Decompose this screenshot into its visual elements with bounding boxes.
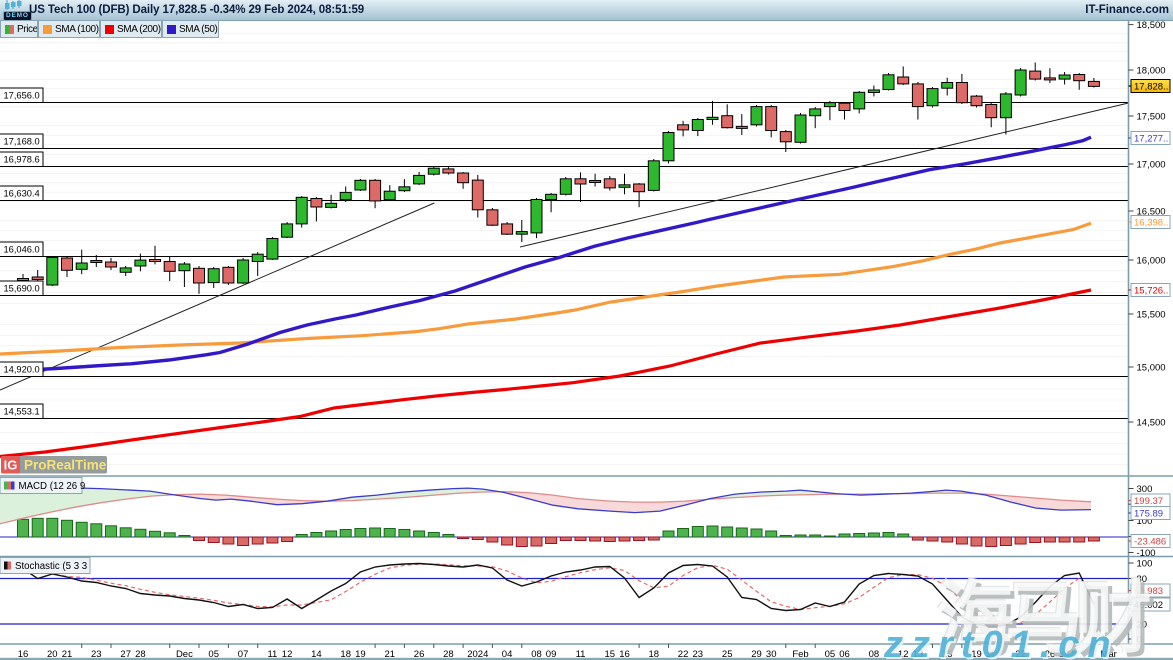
svg-text:07: 07 <box>238 649 249 660</box>
svg-text:ProRealTime: ProRealTime <box>24 458 107 473</box>
svg-text:22: 22 <box>678 649 689 660</box>
svg-text:21: 21 <box>385 649 396 660</box>
svg-text:15,500: 15,500 <box>1137 310 1166 321</box>
svg-text:12: 12 <box>282 649 293 660</box>
svg-text:100: 100 <box>1137 516 1153 527</box>
svg-text:05: 05 <box>825 649 836 660</box>
svg-text:23: 23 <box>693 649 704 660</box>
svg-text:30: 30 <box>766 649 777 660</box>
svg-text:-23.486: -23.486 <box>1134 537 1166 548</box>
svg-text:16,046.0: 16,046.0 <box>4 245 40 255</box>
svg-text:22: 22 <box>1015 649 1026 660</box>
svg-text:18,500: 18,500 <box>1137 20 1166 31</box>
svg-text:Mar: Mar <box>1100 649 1116 660</box>
svg-text:08: 08 <box>869 649 880 660</box>
svg-text:06: 06 <box>839 649 850 660</box>
svg-text:04: 04 <box>502 649 513 660</box>
svg-text:175.89: 175.89 <box>1134 509 1163 520</box>
svg-text:-100: -100 <box>1137 548 1156 559</box>
svg-text:17,168.0: 17,168.0 <box>4 137 40 147</box>
svg-text:Feb: Feb <box>792 649 808 660</box>
svg-text:14,920.0: 14,920.0 <box>4 365 40 375</box>
svg-text:2024: 2024 <box>467 649 488 660</box>
svg-text:15,726..: 15,726.. <box>1134 286 1168 297</box>
svg-text:IG: IG <box>4 458 18 473</box>
svg-text:28: 28 <box>443 649 454 660</box>
svg-text:16: 16 <box>619 649 630 660</box>
svg-text:12: 12 <box>898 649 909 660</box>
svg-text:25: 25 <box>722 649 733 660</box>
svg-text:27: 27 <box>1059 649 1070 660</box>
svg-text:17,000: 17,000 <box>1137 160 1166 171</box>
svg-text:100: 100 <box>1137 559 1153 570</box>
svg-text:21: 21 <box>62 649 73 660</box>
svg-text:16: 16 <box>18 649 29 660</box>
svg-text:63.983: 63.983 <box>1134 586 1163 597</box>
svg-text:20: 20 <box>47 649 58 660</box>
svg-text:16,500: 16,500 <box>1137 207 1166 218</box>
svg-text:Dec: Dec <box>176 649 193 660</box>
svg-text:18,000: 18,000 <box>1137 66 1166 77</box>
svg-text:14: 14 <box>311 649 322 660</box>
svg-text:MACD (12 26 9: MACD (12 26 9 <box>19 481 86 492</box>
svg-text:27: 27 <box>120 649 131 660</box>
svg-text:Stochastic (5 3 3: Stochastic (5 3 3 <box>15 561 87 572</box>
svg-text:18: 18 <box>340 649 351 660</box>
svg-text:23: 23 <box>91 649 102 660</box>
svg-text:26: 26 <box>414 649 425 660</box>
svg-text:09: 09 <box>546 649 557 660</box>
svg-text:80: 80 <box>1137 574 1148 585</box>
svg-text:13: 13 <box>913 649 924 660</box>
svg-text:15: 15 <box>605 649 616 660</box>
svg-text:16,978.6: 16,978.6 <box>4 155 40 165</box>
svg-text:15,690.0: 15,690.0 <box>4 284 40 294</box>
svg-text:16,000: 16,000 <box>1137 256 1166 267</box>
svg-text:17,277..: 17,277.. <box>1134 134 1168 145</box>
svg-text:300: 300 <box>1137 484 1153 495</box>
svg-text:17,656.0: 17,656.0 <box>4 91 40 101</box>
svg-text:11: 11 <box>576 649 586 660</box>
svg-text:17,500: 17,500 <box>1137 112 1166 123</box>
svg-text:16,398..: 16,398.. <box>1134 218 1168 229</box>
svg-text:20: 20 <box>986 649 997 660</box>
svg-text:14,500: 14,500 <box>1137 418 1166 429</box>
svg-text:20: 20 <box>1137 620 1148 631</box>
svg-text:18: 18 <box>649 649 660 660</box>
svg-text:14,553.1: 14,553.1 <box>4 407 40 417</box>
svg-text:19: 19 <box>355 649 366 660</box>
svg-text:08: 08 <box>531 649 542 660</box>
svg-text:28: 28 <box>135 649 146 660</box>
svg-text:15: 15 <box>942 649 953 660</box>
svg-text:46.002: 46.002 <box>1134 600 1163 611</box>
svg-text:17,828..: 17,828.. <box>1134 82 1168 93</box>
svg-text:29: 29 <box>751 649 762 660</box>
svg-text:199.37: 199.37 <box>1134 496 1163 507</box>
svg-text:26: 26 <box>1045 649 1056 660</box>
svg-text:05: 05 <box>208 649 219 660</box>
svg-text:15,000: 15,000 <box>1137 363 1166 374</box>
svg-text:0: 0 <box>1137 635 1142 646</box>
svg-text:16,630.4: 16,630.4 <box>4 189 40 199</box>
svg-text:11: 11 <box>267 649 277 660</box>
svg-text:19: 19 <box>971 649 982 660</box>
